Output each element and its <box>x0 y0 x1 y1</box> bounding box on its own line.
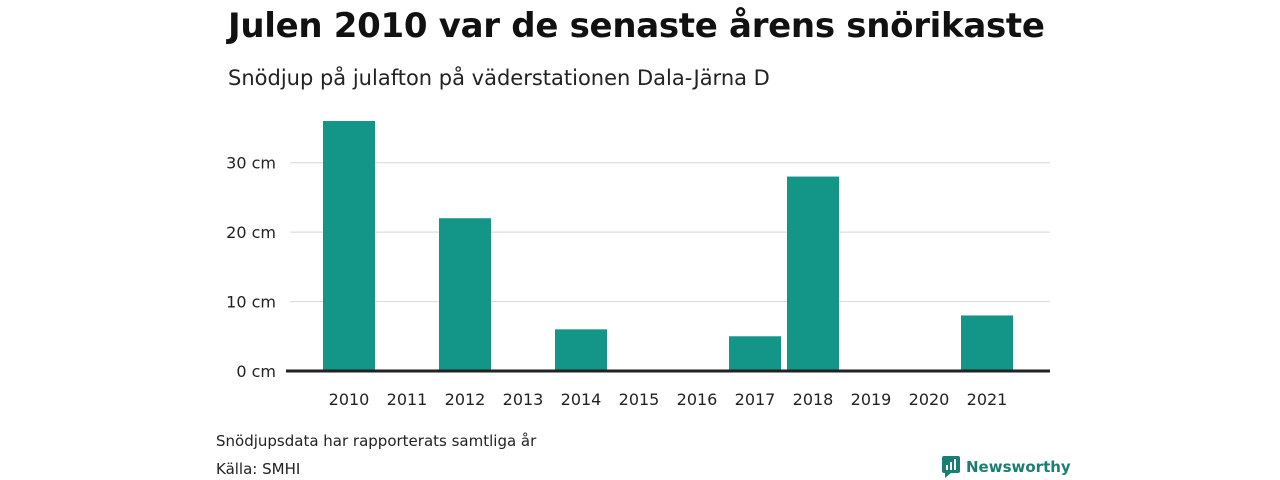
x-tick-label: 2016 <box>677 390 718 409</box>
bar-2012 <box>439 218 491 371</box>
x-tick-label: 2010 <box>329 390 370 409</box>
x-tick-label: 2011 <box>387 390 428 409</box>
y-tick-label: 0 cm <box>236 362 276 381</box>
y-tick-label: 30 cm <box>226 154 276 173</box>
y-tick-label: 10 cm <box>226 293 276 312</box>
bar-2014 <box>555 329 607 371</box>
bars <box>323 121 1013 371</box>
x-tick-label: 2021 <box>967 390 1008 409</box>
chart-subtitle: Snödjup på julafton på väderstationen Da… <box>228 66 770 90</box>
bar-2010 <box>323 121 375 371</box>
bar-2017 <box>729 336 781 371</box>
x-tick-label: 2013 <box>503 390 544 409</box>
x-tick-label: 2017 <box>735 390 776 409</box>
y-tick-label: 20 cm <box>226 223 276 242</box>
x-tick-label: 2012 <box>445 390 486 409</box>
grid-lines <box>290 162 1050 303</box>
brand-name: Newsworthy <box>966 458 1071 476</box>
brand-logo: Newsworthy <box>942 456 1071 478</box>
axes: 0 cm 10 cm 20 cm 30 cm 2010 2011 2012 2013 2014 2… <box>226 154 1050 409</box>
bar-2018 <box>787 176 839 371</box>
chart-title: Julen 2010 var de senaste årens snörikas… <box>228 6 1045 46</box>
x-tick-label: 2014 <box>561 390 602 409</box>
x-tick-label: 2019 <box>851 390 892 409</box>
data-note: Snödjupsdata har rapporterats samtliga å… <box>216 432 537 450</box>
x-tick-label: 2020 <box>909 390 950 409</box>
x-tick-label: 2015 <box>619 390 660 409</box>
newsworthy-logo-icon <box>942 456 960 478</box>
x-tick-label: 2018 <box>793 390 834 409</box>
source-label: Källa: SMHI <box>216 460 301 478</box>
bar-2021 <box>961 315 1013 371</box>
